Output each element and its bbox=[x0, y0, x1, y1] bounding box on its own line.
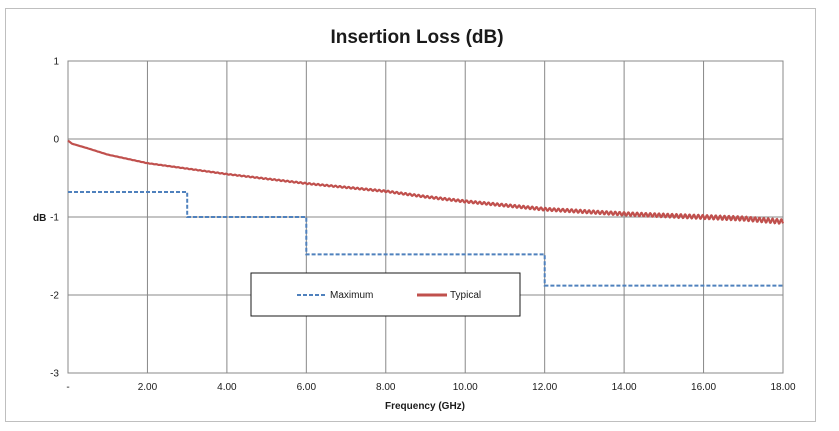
x-tick-label: 6.00 bbox=[297, 382, 317, 393]
legend-label-typical: Typical bbox=[450, 290, 481, 301]
series-maximum-line bbox=[68, 191, 783, 287]
x-axis-label: Frequency (GHz) bbox=[385, 401, 465, 412]
x-tick-label: 8.00 bbox=[376, 382, 396, 393]
x-ticks: - 2.00 4.00 6.00 8.00 10.00 12.00 14.00 16.00 18.… bbox=[66, 382, 796, 393]
legend-label-maximum: Maximum bbox=[330, 290, 373, 301]
series bbox=[67, 139, 785, 287]
legend-box bbox=[250, 272, 521, 317]
y-tick-label: -2 bbox=[50, 291, 59, 302]
x-tick-label: 16.00 bbox=[691, 382, 716, 393]
x-tick-label: 4.00 bbox=[217, 382, 237, 393]
series-typical-line bbox=[67, 139, 785, 225]
x-tick-label: 18.00 bbox=[770, 382, 795, 393]
x-tick-label: - bbox=[66, 382, 69, 393]
x-tick-label: 14.00 bbox=[612, 382, 637, 393]
chart-title: Insertion Loss (dB) bbox=[330, 27, 503, 48]
legend: Maximum Typical bbox=[250, 272, 521, 317]
x-tick-label: 2.00 bbox=[138, 382, 158, 393]
y-tick-label: -3 bbox=[50, 369, 59, 380]
plot-area bbox=[67, 60, 784, 374]
y-ticks: 1 0 -1 -2 -3 bbox=[50, 57, 59, 380]
x-tick-label: 10.00 bbox=[453, 382, 478, 393]
y-tick-label: -1 bbox=[50, 213, 59, 224]
y-axis-label: dB bbox=[33, 213, 46, 224]
y-tick-label: 0 bbox=[53, 135, 59, 146]
x-tick-label: 12.00 bbox=[532, 382, 557, 393]
y-tick-label: 1 bbox=[53, 57, 59, 68]
